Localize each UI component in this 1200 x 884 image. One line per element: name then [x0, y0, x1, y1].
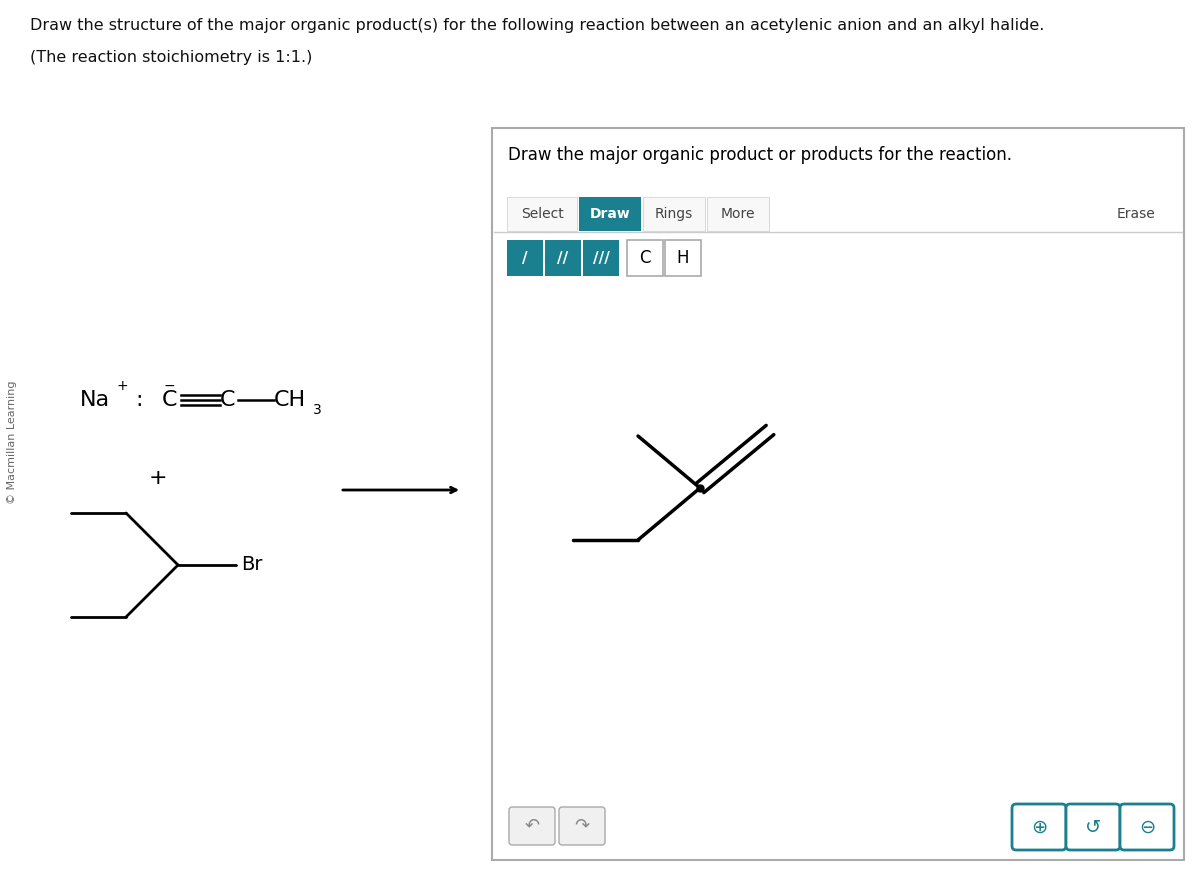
Text: Rings: Rings: [655, 207, 694, 221]
FancyBboxPatch shape: [583, 240, 619, 276]
Text: ↷: ↷: [575, 817, 589, 835]
Text: ↶: ↶: [524, 817, 540, 835]
FancyBboxPatch shape: [665, 240, 701, 276]
Text: More: More: [721, 207, 755, 221]
FancyBboxPatch shape: [559, 807, 605, 845]
Text: Erase: Erase: [1117, 207, 1156, 221]
Text: C: C: [220, 390, 235, 410]
FancyBboxPatch shape: [707, 197, 769, 231]
Text: Br: Br: [241, 555, 263, 575]
Text: /: /: [522, 250, 528, 265]
Text: ///: ///: [593, 250, 610, 265]
Text: ⊕: ⊕: [1031, 818, 1048, 836]
Text: Draw: Draw: [589, 207, 630, 221]
Text: +: +: [118, 379, 128, 393]
FancyBboxPatch shape: [1066, 804, 1120, 850]
FancyBboxPatch shape: [643, 197, 706, 231]
FancyBboxPatch shape: [580, 197, 641, 231]
FancyBboxPatch shape: [628, 240, 662, 276]
Text: Na: Na: [80, 390, 110, 410]
FancyBboxPatch shape: [509, 807, 554, 845]
FancyBboxPatch shape: [508, 197, 577, 231]
Text: Draw the structure of the major organic product(s) for the following reaction be: Draw the structure of the major organic …: [30, 18, 1044, 33]
Text: (The reaction stoichiometry is 1:1.): (The reaction stoichiometry is 1:1.): [30, 50, 312, 65]
Text: CH: CH: [274, 390, 306, 410]
Text: Draw the major organic product or products for the reaction.: Draw the major organic product or produc…: [508, 146, 1012, 164]
Text: ⊖: ⊖: [1139, 818, 1156, 836]
FancyBboxPatch shape: [1012, 804, 1066, 850]
FancyBboxPatch shape: [492, 128, 1184, 860]
FancyBboxPatch shape: [508, 240, 542, 276]
Text: Select: Select: [521, 207, 563, 221]
Text: C: C: [162, 390, 178, 410]
Text: H: H: [677, 249, 689, 267]
Text: :: :: [134, 390, 143, 410]
FancyBboxPatch shape: [545, 240, 581, 276]
Text: −: −: [164, 379, 175, 393]
FancyBboxPatch shape: [1120, 804, 1174, 850]
Text: ↺: ↺: [1085, 818, 1102, 836]
Text: C: C: [640, 249, 650, 267]
Text: //: //: [557, 250, 569, 265]
Text: +: +: [149, 468, 167, 488]
Text: 3: 3: [313, 403, 322, 417]
Text: © Macmillan Learning: © Macmillan Learning: [7, 380, 17, 504]
